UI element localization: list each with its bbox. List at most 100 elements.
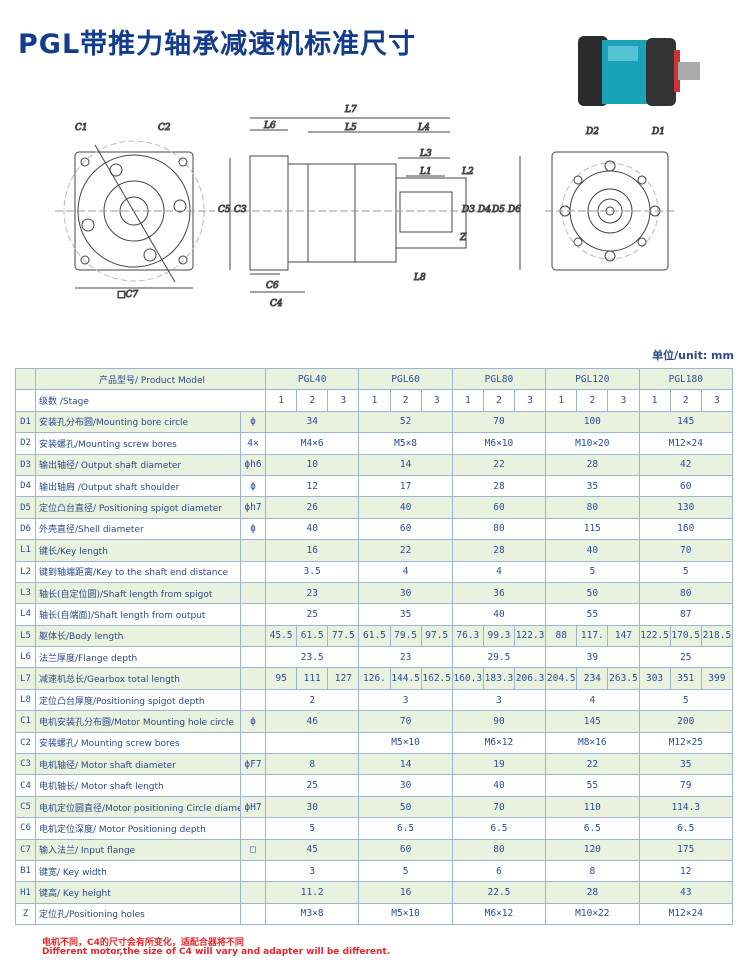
stage-cell: 2 [576,389,609,412]
value-cell: 2 [265,688,360,712]
value-cell: 145 [638,410,734,434]
value-cell: 22 [358,539,453,562]
row-label: 轴长(自定位圆)/Shaft length from spigot [35,581,241,605]
row-label: 安装螺孔/ Mounting screw bores [35,731,241,755]
table-row: C4 电机轴长/ Motor shaft length 25 30 40 55 79 [15,774,734,797]
value-cell: 95 [265,667,298,690]
row-label: 安装孔分布圆/Mounting bore circle [35,410,241,434]
value-cell: 130 [638,496,734,519]
value-cell: 60 [638,474,734,498]
value-cell: 35 [638,753,734,776]
value-cell: 234 [576,667,609,690]
row-label: 输出轴径/ Output shaft diameter [35,453,241,476]
value-cell: 19 [451,753,547,776]
row-code: D6 [15,517,36,541]
value-cell: 40 [545,539,640,562]
value-cell: 30 [358,774,453,797]
row-code: D2 [15,432,36,455]
dimension-drawing: C1 C2 □C7 L7 L6 L5 L4 L3 L1 L2 C5 C3 D3 … [55,105,675,310]
table-row: B1 键宽/ Key width 3 5 6 8 12 [15,859,734,883]
row-label: 电机定位深度/ Motor Positioning depth [35,817,241,840]
value-cell: 144.5 [389,667,422,690]
row-code: C2 [15,731,36,755]
row-code: L2 [15,560,36,583]
stage-cell: 3 [514,389,547,412]
row-code: D5 [15,496,36,519]
note-cn: 电机不同，C4的尺寸会有所变化，适配合器将不同 [42,938,244,948]
value-cell: 99.3 [482,624,516,648]
svg-text:L3: L3 [419,149,432,159]
row-symbol [239,667,267,690]
table-row: L7 减速机总长/Gearbox total length 95 111 127 126.… [15,667,734,690]
table-row: C5 电机定位圆直径/Motor positioning Circle diame… [15,795,734,819]
value-cell: 170.5 [669,624,702,648]
header-label: 产品型号/ Product Model [34,367,267,391]
page-title: PGL带推力轴承减速机标准尺寸 [18,29,417,60]
value-cell: 36 [451,581,547,605]
value-cell: 5 [638,560,734,583]
svg-text:D6: D6 [507,205,521,215]
value-cell: M6×12 [451,731,547,755]
table-row: 级数 /Stage 1 2 3 1 2 3 1 2 3 1 2 3 1 2 3 [15,389,734,412]
side-view: L7 L6 L5 L4 L3 L1 L2 C5 C3 D3 D4 D5 D6 Z… [218,105,522,310]
row-symbol [239,688,267,712]
value-cell: 175 [638,838,734,861]
value-cell: 55 [545,774,640,797]
value-cell: M5×8 [358,432,453,455]
value-cell: 43 [638,881,734,904]
row-symbol: ϕF7 [239,753,267,776]
svg-text:D3: D3 [461,205,475,215]
value-cell: 25 [265,774,360,797]
row-symbol [239,817,267,840]
row-symbol: ϕh6 [239,453,267,476]
table-row: D3 输出轴径/ Output shaft diameter ϕh6 10 14 22 28… [15,453,734,476]
value-cell: 115 [545,517,640,541]
row-label: 电机定位圆直径/Motor positioning Circle diamete… [35,795,241,819]
svg-text:D1: D1 [651,127,665,137]
value-cell: 8 [265,753,360,776]
value-cell: 60 [451,496,547,519]
value-cell: 16 [358,881,453,904]
value-cell: 351 [669,667,702,690]
row-symbol [239,774,267,797]
row-label: 键长/Key length [35,539,241,562]
svg-text:L6: L6 [263,121,276,131]
value-cell: M12×24 [638,902,734,926]
value-cell: 76.3 [451,624,484,648]
value-cell: 147 [607,624,640,648]
svg-text:L8: L8 [413,273,426,283]
value-cell: 5 [265,817,360,840]
row-label: 键高/ Key height [35,881,241,904]
row-code: L8 [15,688,36,712]
value-cell: 160 [638,517,734,541]
svg-text:C5: C5 [218,205,231,215]
value-cell: 22 [545,753,640,776]
stage-cell: 2 [482,389,516,412]
value-cell: 87 [638,603,734,626]
stage-cell: 2 [669,389,702,412]
value-cell: 79.5 [389,624,422,648]
value-cell: 28 [545,453,640,476]
row-symbol [239,603,267,626]
gearbox-photo [578,36,700,106]
value-cell: 40 [265,517,360,541]
row-symbol [239,881,267,904]
value-cell: 4 [545,688,640,712]
value-cell: 6 [451,859,547,883]
value-cell: 3.5 [265,560,360,583]
value-cell: 28 [451,539,547,562]
value-cell: 77.5 [327,624,360,648]
stage-cell: 1 [638,389,671,412]
value-cell: 110 [545,795,640,819]
stage-label: 级数 /Stage [34,389,267,412]
row-code: B1 [15,859,36,883]
value-cell: 30 [358,581,453,605]
value-cell: 12 [638,859,734,883]
value-cell: 26 [265,496,360,519]
value-cell: 70 [638,539,734,562]
svg-text:□C7: □C7 [117,290,138,300]
row-label: 输出轴肩 /Output shaft shoulder [35,474,241,498]
value-cell: 40 [358,496,453,519]
row-code: H1 [15,881,36,904]
table-row: C1 电机安装孔分布圆/Motor Mounting hole circle ϕ 46… [15,710,734,733]
